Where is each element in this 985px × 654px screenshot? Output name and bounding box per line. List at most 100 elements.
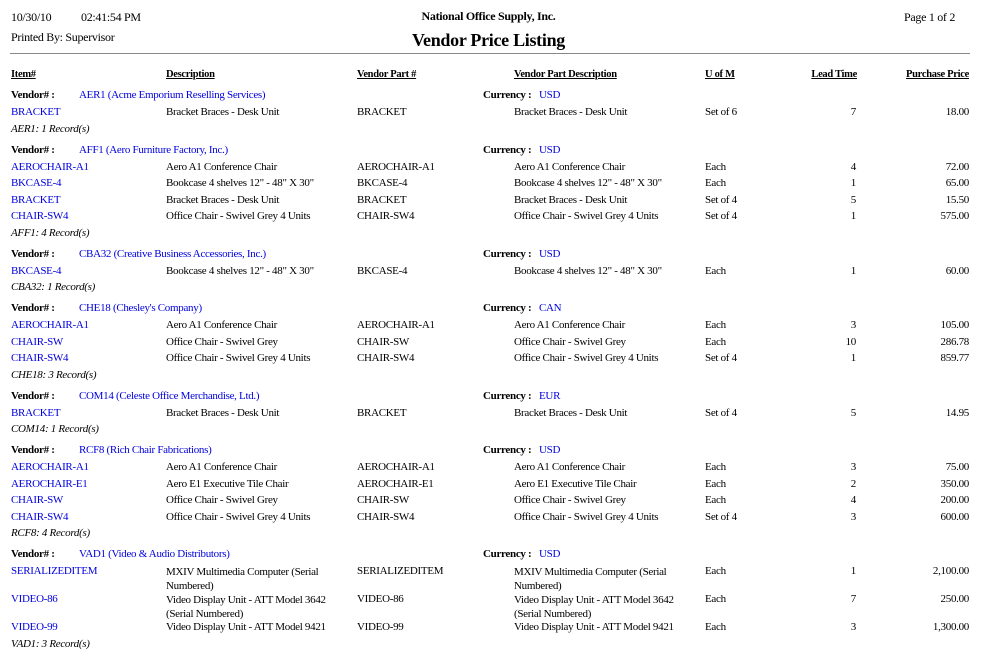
table-row: BKCASE-4 Bookcase 4 shelves 12" - 48" X 3… [0, 176, 985, 193]
vendor-part-description: Office Chair - Swivel Grey 4 Units [514, 210, 659, 222]
description: Aero E1 Executive Tile Chair [166, 477, 289, 490]
vendor-part: AEROCHAIR-A1 [357, 160, 435, 173]
uom: Each [705, 494, 726, 506]
vendor-label: Vendor# : [11, 548, 55, 560]
lead-time: 7 [850, 106, 857, 118]
lead-time: 10 [845, 335, 857, 348]
table-row: CHAIR-SW4 Office Chair - Swivel Grey 4 Un… [0, 209, 985, 226]
vendor-part-description: Aero A1 Conference Chair [514, 319, 626, 331]
item-link[interactable]: VIDEO-99 [11, 621, 58, 633]
description: Office Chair - Swivel Grey [166, 335, 278, 348]
vendor-header: Vendor# : COM14 (Celeste Office Merchandi… [0, 389, 985, 406]
vendor-part-description: Bracket Braces - Desk Unit [514, 193, 628, 206]
vendor-part: AEROCHAIR-E1 [357, 477, 434, 490]
table-row: CHAIR-SW Office Chair - Swivel Grey CHAIR-… [0, 335, 985, 352]
vendor-part: CHAIR-SW4 [357, 210, 415, 222]
table-row: VIDEO-86 Video Display Unit - ATT Model 3… [0, 592, 985, 620]
vendor-header: Vendor# : RCF8 (Rich Chair Fabrications) C… [0, 443, 985, 460]
vendor-link[interactable]: AFF1 (Aero Furniture Factory, Inc.) [79, 143, 228, 156]
table-row: BRACKET Bracket Braces - Desk Unit BRACKET… [0, 406, 985, 423]
currency-link[interactable]: USD [539, 548, 561, 560]
report-body: Vendor# : AER1 (Acme Emporium Reselling S… [0, 84, 985, 654]
lead-time: 3 [850, 510, 857, 523]
lead-time: 3 [850, 621, 857, 633]
lead-time: 1 [850, 352, 857, 364]
item-link[interactable]: BKCASE-4 [11, 264, 62, 277]
vendor-part-description: Office Chair - Swivel Grey [514, 335, 626, 348]
item-link[interactable]: VIDEO-86 [11, 593, 58, 605]
vendor-part-description: Video Display Unit - ATT Model 3642 (Ser… [514, 594, 674, 620]
table-row: CHAIR-SW4 Office Chair - Swivel Grey 4 Un… [0, 351, 985, 368]
item-link[interactable]: CHAIR-SW4 [11, 352, 69, 364]
item-link[interactable]: AEROCHAIR-A1 [11, 160, 89, 173]
vendor-group: Vendor# : AFF1 (Aero Furniture Factory, I… [0, 143, 985, 243]
vendor-link[interactable]: CHE18 (Chesley's Company) [79, 302, 202, 314]
description: Office Chair - Swivel Grey 4 Units [166, 352, 311, 364]
item-link[interactable]: BRACKET [11, 106, 61, 118]
table-row: BKCASE-4 Bookcase 4 shelves 12" - 48" X 3… [0, 264, 985, 281]
vendor-group: Vendor# : VAD1 (Video & Audio Distributor… [0, 547, 985, 654]
currency-label: Currency : [483, 89, 532, 101]
description: Office Chair - Swivel Grey 4 Units [166, 510, 311, 523]
vendor-link[interactable]: RCF8 (Rich Chair Fabrications) [79, 444, 212, 456]
vendor-label: Vendor# : [11, 444, 55, 456]
description: Video Display Unit - ATT Model 3642 (Ser… [166, 594, 326, 620]
printed-by: Printed By: Supervisor [11, 30, 115, 44]
purchase-price: 350.00 [940, 477, 970, 490]
vendor-part: CHAIR-SW [357, 335, 409, 348]
description: Bracket Braces - Desk Unit [166, 193, 280, 206]
lead-time: 3 [850, 319, 857, 331]
vendor-header: Vendor# : AFF1 (Aero Furniture Factory, I… [0, 143, 985, 160]
table-row: CHAIR-SW4 Office Chair - Swivel Grey 4 Un… [0, 510, 985, 527]
purchase-price: 286.78 [940, 335, 970, 348]
record-count-row: AFF1: 4 Record(s) [0, 226, 985, 243]
currency-link[interactable]: USD [539, 143, 561, 156]
purchase-price: 15.50 [945, 193, 970, 206]
item-link[interactable]: AEROCHAIR-A1 [11, 319, 89, 331]
currency-link[interactable]: USD [539, 89, 561, 101]
vendor-link[interactable]: COM14 (Celeste Office Merchandise, Ltd.) [79, 389, 260, 402]
currency-link[interactable]: EUR [539, 389, 561, 402]
purchase-price: 250.00 [940, 593, 970, 605]
item-link[interactable]: CHAIR-SW4 [11, 210, 69, 222]
lead-time: 5 [850, 193, 857, 206]
currency-link[interactable]: USD [539, 444, 561, 456]
purchase-price: 600.00 [940, 510, 970, 523]
table-row: AEROCHAIR-E1 Aero E1 Executive Tile Chair… [0, 477, 985, 494]
vendor-label: Vendor# : [11, 89, 55, 101]
purchase-price: 2,100.00 [932, 565, 969, 577]
record-count-row: CBA32: 1 Record(s) [0, 280, 985, 297]
vendor-link[interactable]: AER1 (Acme Emporium Reselling Services) [79, 89, 266, 101]
description: Aero A1 Conference Chair [166, 160, 278, 173]
vendor-link[interactable]: VAD1 (Video & Audio Distributors) [79, 548, 230, 560]
vendor-label: Vendor# : [11, 302, 55, 314]
lead-time: 1 [850, 565, 857, 577]
lead-time: 1 [850, 210, 857, 222]
vendor-label: Vendor# : [11, 389, 55, 402]
uom: Each [705, 160, 726, 173]
col-vendor-part-description: Vendor Part Description [514, 69, 617, 80]
vendor-part-description: Bracket Braces - Desk Unit [514, 106, 628, 118]
vendor-part-description: Video Display Unit - ATT Model 9421 [514, 621, 674, 633]
table-row: BRACKET Bracket Braces - Desk Unit BRACKET… [0, 105, 985, 122]
record-count: CBA32: 1 Record(s) [11, 281, 96, 293]
vendor-link[interactable]: CBA32 (Creative Business Accessories, In… [79, 247, 266, 260]
vendor-part: CHAIR-SW [357, 494, 409, 506]
item-link[interactable]: BRACKET [11, 406, 61, 419]
currency-link[interactable]: USD [539, 247, 561, 260]
item-link[interactable]: CHAIR-SW4 [11, 510, 69, 523]
item-link[interactable]: AEROCHAIR-A1 [11, 461, 89, 473]
vendor-part-description: Office Chair - Swivel Grey [514, 494, 626, 506]
item-link[interactable]: AEROCHAIR-E1 [11, 477, 88, 490]
item-link[interactable]: BKCASE-4 [11, 177, 62, 189]
lead-time: 3 [850, 461, 857, 473]
record-count-row: RCF8: 4 Record(s) [0, 526, 985, 543]
vendor-part: BRACKET [357, 193, 407, 206]
currency-link[interactable]: CAN [539, 302, 562, 314]
item-link[interactable]: BRACKET [11, 193, 61, 206]
item-link[interactable]: SERIALIZEDITEM [11, 565, 98, 577]
description: Office Chair - Swivel Grey [166, 494, 278, 506]
item-link[interactable]: CHAIR-SW [11, 494, 63, 506]
col-purchase-price: Purchase Price [906, 69, 969, 80]
item-link[interactable]: CHAIR-SW [11, 335, 63, 348]
